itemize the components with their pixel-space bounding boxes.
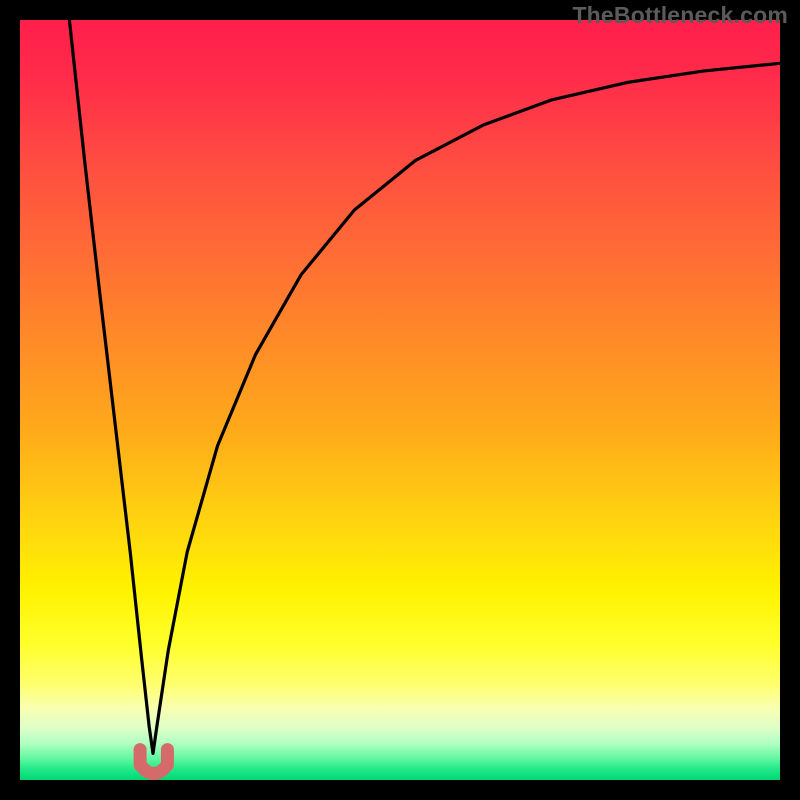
plot-area — [20, 20, 780, 780]
curve-layer — [20, 20, 780, 780]
chart-stage: TheBottleneck.com — [0, 0, 800, 800]
bottleneck-curve — [69, 20, 780, 753]
watermark-text: TheBottleneck.com — [572, 2, 788, 29]
